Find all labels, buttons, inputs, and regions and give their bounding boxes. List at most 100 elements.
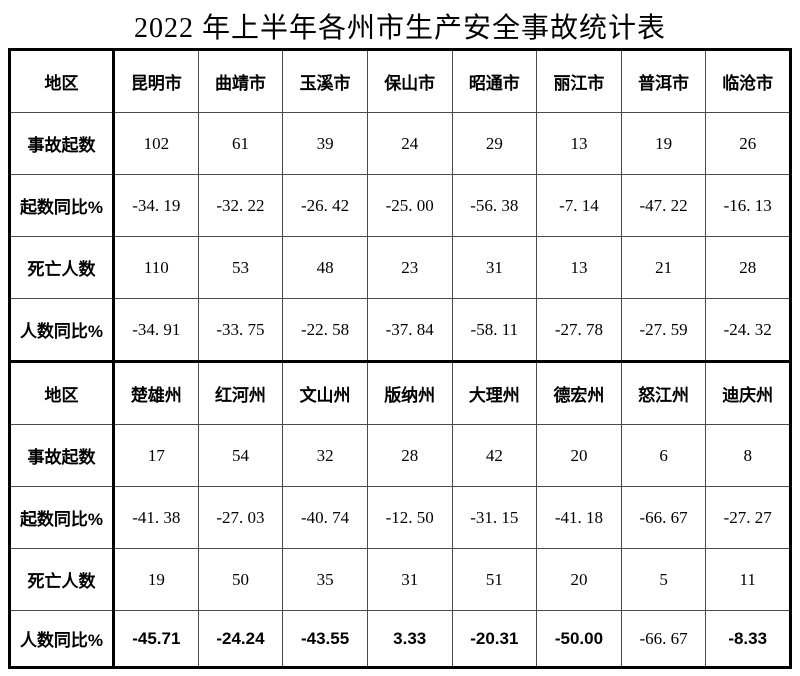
value-cell: 20	[536, 424, 622, 487]
region-name-cell: 楚雄州	[113, 360, 199, 425]
row-label-cell: 事故起数	[9, 424, 115, 487]
value-cell: 17	[113, 424, 199, 487]
table-row: 人数同比% -34. 91 -33. 75 -22. 58 -37. 84 -58. 11…	[9, 298, 791, 362]
region-header-row: 地区 楚雄州 红河州 文山州 版纳州 大理州 德宏州 怒江州 迪庆州	[9, 360, 791, 425]
value-cell: 54	[197, 424, 284, 487]
region-name-cell: 红河州	[197, 360, 284, 425]
value-cell: 13	[536, 112, 622, 175]
table-row: 人数同比% -45.71 -24.24 -43.55 3.33 -20.31 -50.00-…	[9, 610, 791, 668]
value-cell: 28	[705, 236, 791, 299]
value-cell: 31	[366, 548, 453, 611]
value-cell: -56. 38	[451, 174, 538, 237]
region-name-cell: 普洱市	[620, 49, 707, 113]
value-cell: 8	[705, 424, 791, 487]
value-cell: 39	[282, 112, 368, 175]
value-cell: -33. 75	[197, 298, 284, 362]
region-name-cell: 文山州	[282, 360, 368, 425]
region-name-cell: 曲靖市	[197, 49, 284, 113]
accident-stats-table: 地区 昆明市 曲靖市 玉溪市 保山市 昭通市 丽江市 普洱市 临沧市 事故起数 102 61 39 24 2…	[8, 48, 792, 669]
value-cell: -7. 14	[536, 174, 622, 237]
region-name-cell: 临沧市	[705, 49, 791, 113]
value-cell: -43.55	[282, 610, 368, 668]
table-body: 地区 昆明市 曲靖市 玉溪市 保山市 昭通市 丽江市 普洱市 临沧市 事故起数 102 61 39 24 2…	[9, 49, 791, 668]
row-label-cell: 起数同比%	[9, 174, 115, 237]
table-row: 事故起数 17 54 32 28 42 20 6 8	[9, 424, 791, 487]
row-label-cell: 死亡人数	[9, 548, 115, 611]
region-name-cell: 丽江市	[536, 49, 622, 113]
value-cell: -50.00	[536, 610, 622, 668]
value-cell: -27. 78	[536, 298, 622, 362]
value-cell: 50	[197, 548, 284, 611]
value-cell: -27. 59	[620, 298, 707, 362]
value-cell: -45.71	[113, 610, 199, 668]
value-cell: -8.33	[705, 610, 791, 668]
value-cell: 51	[451, 548, 538, 611]
table-row: 起数同比% -41. 38 -27. 03 -40. 74 -12. 50 -31. 15…	[9, 486, 791, 549]
page-title: 2022 年上半年各州市生产安全事故统计表	[133, 13, 666, 44]
table-row: 事故起数 102 61 39 24 29 13 19 26	[9, 112, 791, 175]
region-name-cell: 迪庆州	[705, 360, 791, 425]
value-cell: -41. 18	[536, 486, 622, 549]
value-cell: 26	[705, 112, 791, 175]
region-name-cell: 昭通市	[451, 49, 538, 113]
value-cell: 102	[113, 112, 199, 175]
value-cell: -27. 03	[197, 486, 284, 549]
value-cell: 21	[620, 236, 707, 299]
value-cell: -32. 22	[197, 174, 284, 237]
value-cell: -47. 22	[620, 174, 707, 237]
value-cell: -58. 11	[451, 298, 538, 362]
value-cell: 110	[113, 236, 199, 299]
table-row: 起数同比% -34. 19 -32. 22 -26. 42 -25. 00 -56. 38…	[9, 174, 791, 237]
value-cell: 13	[536, 236, 622, 299]
value-cell: 19	[620, 112, 707, 175]
region-header-cell: 地区	[9, 49, 115, 113]
value-cell: -27. 27	[705, 486, 791, 549]
value-cell: -66. 67	[620, 486, 707, 549]
region-name-cell: 德宏州	[536, 360, 622, 425]
value-cell: -34. 19	[113, 174, 199, 237]
region-name-cell: 保山市	[366, 49, 453, 113]
value-cell: -16. 13	[705, 174, 791, 237]
region-name-cell: 大理州	[451, 360, 538, 425]
value-cell: 35	[282, 548, 368, 611]
value-cell: -20.31	[451, 610, 538, 668]
row-label-cell: 死亡人数	[9, 236, 115, 299]
value-cell: -40. 74	[282, 486, 368, 549]
value-cell: 42	[451, 424, 538, 487]
value-cell: 19	[113, 548, 199, 611]
row-label-cell: 事故起数	[9, 112, 115, 175]
row-label-cell: 人数同比%	[9, 298, 115, 362]
value-cell: -12. 50	[366, 486, 453, 549]
value-cell: -24.24	[197, 610, 284, 668]
row-label-cell: 起数同比%	[9, 486, 115, 549]
value-cell: 20	[536, 548, 622, 611]
region-name-cell: 昆明市	[113, 49, 199, 113]
value-cell: -34. 91	[113, 298, 199, 362]
table-row: 死亡人数 110 53 48 23 31 13 21 28	[9, 236, 791, 299]
value-cell: 28	[366, 424, 453, 487]
value-cell: 53	[197, 236, 284, 299]
value-cell: -37. 84	[366, 298, 453, 362]
value-cell: -66. 67	[620, 610, 707, 668]
region-header-cell: 地区	[9, 360, 115, 425]
value-cell: 6	[620, 424, 707, 487]
region-name-cell: 玉溪市	[282, 49, 368, 113]
value-cell: -25. 00	[366, 174, 453, 237]
value-cell: 61	[197, 112, 284, 175]
value-cell: 23	[366, 236, 453, 299]
value-cell: 24	[366, 112, 453, 175]
value-cell: 3.33	[366, 610, 453, 668]
value-cell: 31	[451, 236, 538, 299]
region-name-cell: 版纳州	[366, 360, 453, 425]
value-cell: 48	[282, 236, 368, 299]
row-label-cell: 人数同比%	[9, 610, 115, 668]
value-cell: -22. 58	[282, 298, 368, 362]
value-cell: -26. 42	[282, 174, 368, 237]
value-cell: -31. 15	[451, 486, 538, 549]
region-header-row: 地区 昆明市 曲靖市 玉溪市 保山市 昭通市 丽江市 普洱市 临沧市	[9, 49, 791, 113]
value-cell: 5	[620, 548, 707, 611]
value-cell: 29	[451, 112, 538, 175]
table-row: 死亡人数 19 50 35 31 51 20 5 11	[9, 548, 791, 611]
value-cell: 11	[705, 548, 791, 611]
value-cell: -24. 32	[705, 298, 791, 362]
